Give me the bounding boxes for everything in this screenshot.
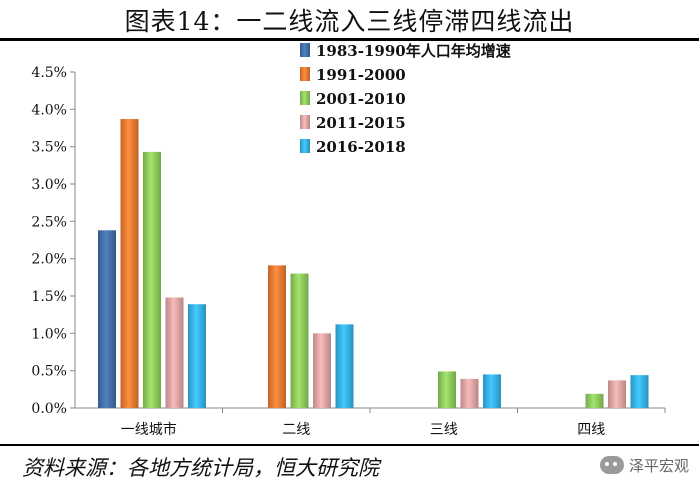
y-tick-label: 1.5% bbox=[31, 289, 67, 305]
title-rule bbox=[0, 38, 699, 41]
y-tick-label: 1.0% bbox=[31, 326, 67, 342]
watermark: 泽平宏观 bbox=[599, 453, 689, 477]
y-tick-label: 0.0% bbox=[31, 401, 67, 417]
bar-chart: 0.0% 0.5% 1.0% 1.5% 2.0% 2.5% 3.0% 3.5% 4.0% 4.5%… bbox=[31, 42, 666, 438]
legend-label: 2016-2018 bbox=[316, 138, 406, 156]
bar bbox=[268, 265, 286, 408]
legend-swatch bbox=[300, 91, 310, 105]
x-tick-label: 二线 bbox=[282, 422, 310, 438]
watermark-text: 泽平宏观 bbox=[628, 456, 689, 475]
legend-label: 1983-1990年人口年均增速 bbox=[316, 42, 511, 60]
legend-swatch bbox=[300, 115, 310, 129]
bar bbox=[335, 324, 354, 408]
bar bbox=[438, 371, 456, 408]
bar bbox=[120, 119, 139, 408]
bar bbox=[188, 304, 206, 408]
x-tick-label: 三线 bbox=[430, 422, 458, 438]
legend-label: 2011-2015 bbox=[316, 114, 406, 132]
bar bbox=[460, 378, 479, 408]
bar bbox=[483, 374, 501, 408]
wechat-icon bbox=[599, 456, 624, 474]
bar bbox=[290, 273, 309, 408]
chart-title: 图表14：一二线流入三线停滞四线流出 bbox=[124, 7, 575, 36]
legend-swatch bbox=[300, 67, 310, 81]
bar bbox=[630, 375, 649, 408]
legend-swatch bbox=[300, 43, 310, 57]
y-tick-label: 0.5% bbox=[31, 364, 67, 380]
bar bbox=[585, 393, 604, 408]
bar bbox=[165, 297, 184, 408]
source-rule bbox=[0, 444, 699, 446]
y-tick-label: 4.5% bbox=[31, 65, 67, 81]
y-tick-label: 2.0% bbox=[31, 252, 67, 268]
legend-label: 1991-2000 bbox=[316, 66, 406, 84]
x-tick-label: 一线城市 bbox=[121, 421, 177, 438]
source-note: 资料来源：各地方统计局，恒大研究院 bbox=[22, 456, 379, 480]
bar bbox=[313, 333, 331, 408]
y-tick-label: 3.0% bbox=[31, 177, 67, 193]
bar bbox=[143, 151, 161, 409]
y-tick-label: 4.0% bbox=[31, 102, 67, 118]
y-tick-label: 3.5% bbox=[31, 140, 67, 156]
bar bbox=[608, 380, 626, 408]
legend-label: 2001-2010 bbox=[316, 90, 406, 108]
y-tick-label: 2.5% bbox=[31, 214, 67, 230]
bar bbox=[98, 230, 116, 408]
legend-swatch bbox=[300, 139, 310, 153]
x-tick-label: 四线 bbox=[577, 422, 605, 438]
